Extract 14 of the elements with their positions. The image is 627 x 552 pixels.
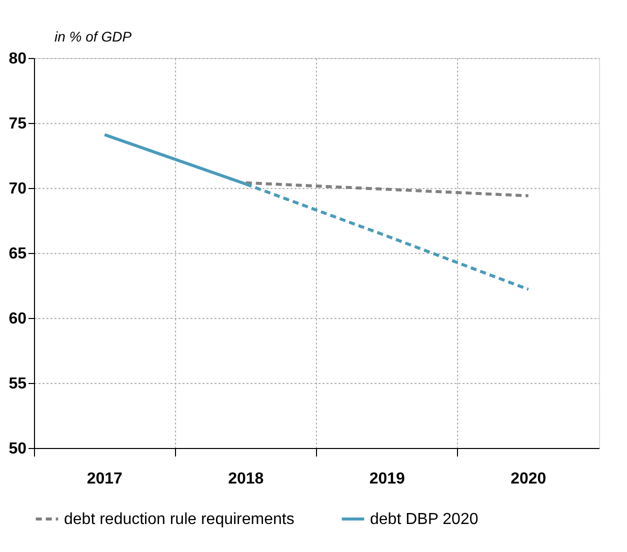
x-tick-label: 2020 [510, 470, 546, 488]
x-tick-label: 2017 [86, 470, 123, 488]
legend-label: debt reduction rule requirements [64, 511, 294, 528]
x-tick-label: 2019 [369, 470, 406, 488]
legend-label: debt DBP 2020 [370, 511, 478, 528]
y-tick-label: 75 [8, 116, 27, 132]
y-tick-label: 80 [8, 50, 27, 68]
y-tick-label: 65 [8, 246, 27, 262]
y-axis-title: in % of GDP [54, 28, 132, 44]
x-tick-label: 2018 [228, 470, 264, 488]
y-tick-label: 55 [8, 376, 27, 392]
y-tick-label: 70 [8, 180, 27, 198]
y-tick-label: 50 [8, 440, 27, 458]
y-tick-label: 60 [8, 310, 27, 328]
